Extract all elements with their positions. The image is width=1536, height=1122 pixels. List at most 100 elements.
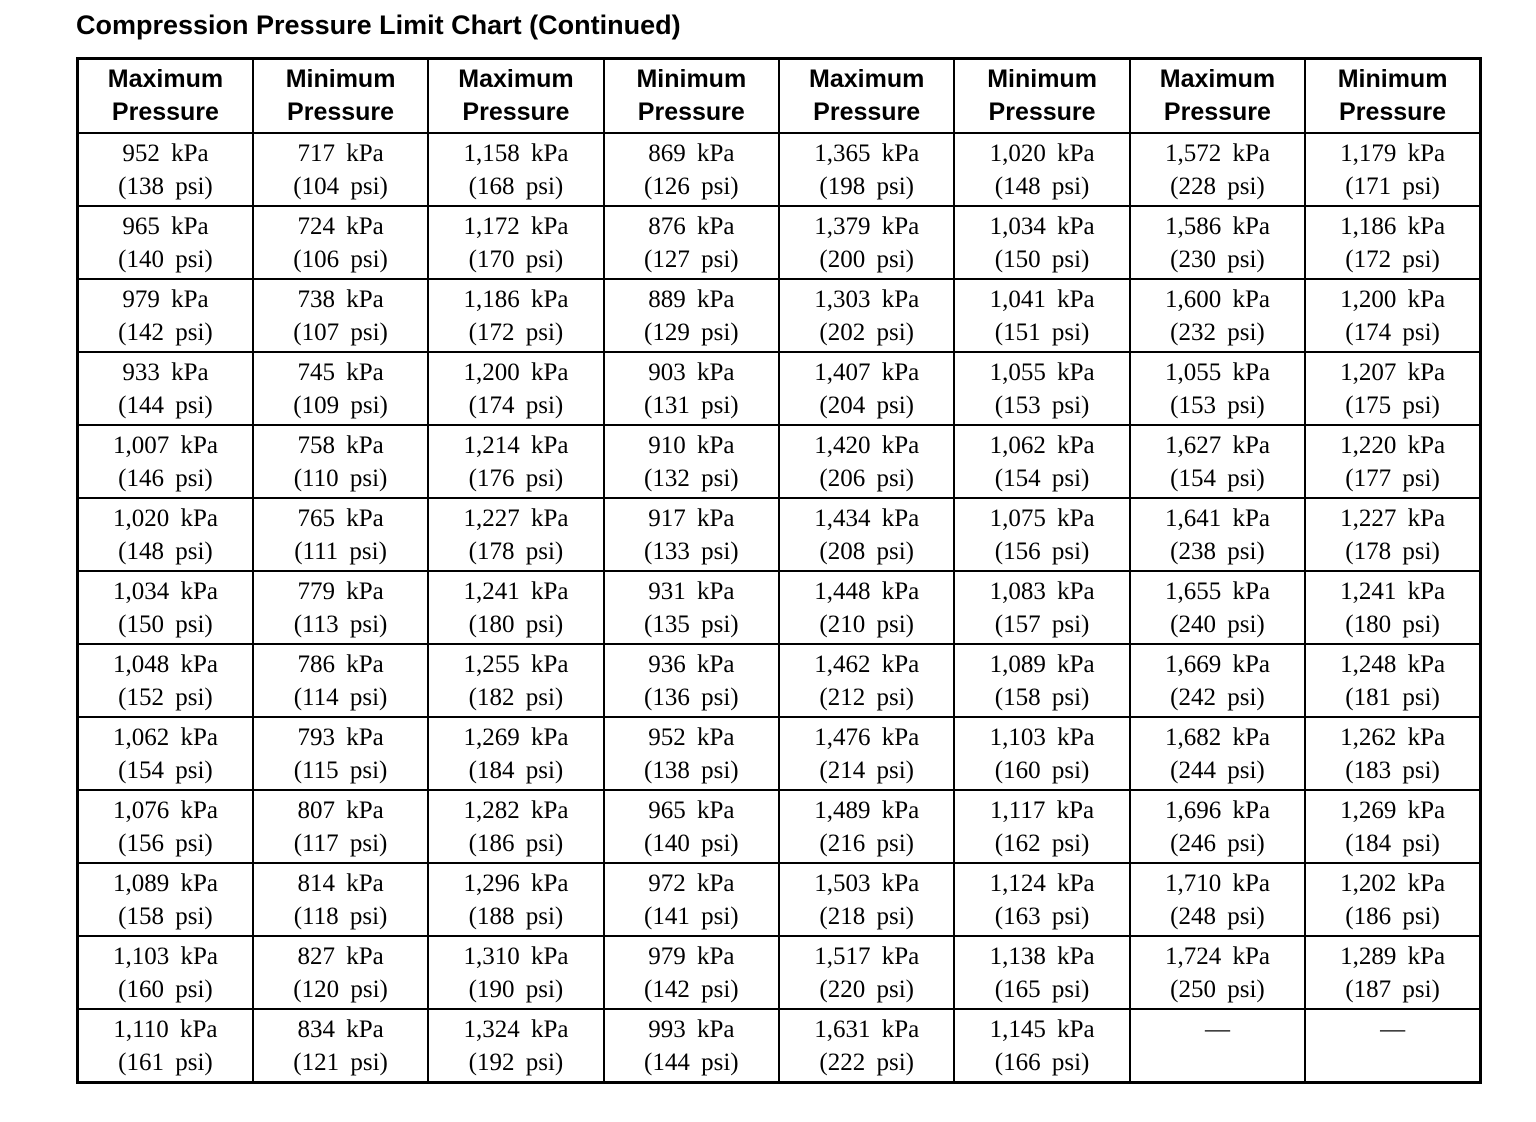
pressure-cell: 1,202 kPa (186 psi) <box>1304 862 1482 937</box>
pressure-cell: 1,227 kPa (178 psi) <box>1304 497 1482 572</box>
psi-value: (160 psi) <box>118 975 213 1003</box>
kpa-value: 917 kPa <box>648 504 735 532</box>
kpa-value: 1,407 kPa <box>814 358 920 386</box>
column-header-line1: Minimum <box>285 65 396 93</box>
pressure-cell: 807 kPa (117 psi) <box>251 789 430 864</box>
column-header: Maximum Pressure <box>76 57 254 134</box>
psi-value: (181 psi) <box>1345 683 1440 711</box>
psi-value: (110 psi) <box>293 464 388 492</box>
column-header-line1: Maximum <box>809 65 925 93</box>
kpa-value: 1,269 kPa <box>1340 796 1446 824</box>
pressure-cell: 1,627 kPa (154 psi) <box>1128 424 1307 499</box>
psi-value: (170 psi) <box>468 245 564 273</box>
kpa-value: 1,048 kPa <box>112 650 218 678</box>
kpa-value: 745 kPa <box>297 358 384 386</box>
psi-value: (184 psi) <box>1345 829 1440 857</box>
kpa-value: 1,062 kPa <box>989 431 1095 459</box>
table-row: 1,020 kPa (148 psi) 765 kPa (111 psi) 1,227 … <box>76 497 1482 572</box>
psi-value: (200 psi) <box>819 245 914 273</box>
table-row: 965 kPa (140 psi) 724 kPa (106 psi) 1,172 kP… <box>76 205 1482 280</box>
pressure-cell: 1,083 kPa (157 psi) <box>953 570 1131 645</box>
kpa-value: 1,310 kPa <box>463 942 569 970</box>
kpa-value: 1,200 kPa <box>1340 285 1446 313</box>
table-row: 952 kPa (138 psi) 717 kPa (104 psi) 1,158 kP… <box>76 132 1482 207</box>
kpa-value: 936 kPa <box>648 650 735 678</box>
psi-value: (114 psi) <box>293 683 388 711</box>
psi-value: (212 psi) <box>819 683 914 711</box>
pressure-cell: 1,572 kPa (228 psi) <box>1128 132 1307 207</box>
psi-value: (250 psi) <box>1170 975 1265 1003</box>
psi-value: (232 psi) <box>1170 318 1265 346</box>
psi-value: (158 psi) <box>118 902 213 930</box>
column-header: Minimum Pressure <box>251 57 430 134</box>
psi-value: (178 psi) <box>1345 537 1440 565</box>
kpa-value: 1,269 kPa <box>463 723 569 751</box>
kpa-value: 1,489 kPa <box>814 796 920 824</box>
pressure-cell: 952 kPa (138 psi) <box>602 716 781 791</box>
pressure-cell: 717 kPa (104 psi) <box>251 132 430 207</box>
column-header-line2: Pressure <box>287 98 395 126</box>
pressure-cell: 1,241 kPa (180 psi) <box>427 570 605 645</box>
table-row: 1,007 kPa (146 psi) 758 kPa (110 psi) 1,214 … <box>76 424 1482 499</box>
kpa-value: 1,227 kPa <box>1340 504 1446 532</box>
kpa-value: — <box>1380 1015 1406 1043</box>
pressure-cell: 1,503 kPa (218 psi) <box>777 862 956 937</box>
psi-value: (240 psi) <box>1170 610 1265 638</box>
pressure-cell: 1,103 kPa (160 psi) <box>76 935 254 1010</box>
kpa-value: 1,186 kPa <box>1340 212 1446 240</box>
pressure-cell: 1,586 kPa (230 psi) <box>1128 205 1307 280</box>
pressure-cell: 1,062 kPa (154 psi) <box>953 424 1131 499</box>
psi-value: (161 psi) <box>118 1048 213 1076</box>
psi-value: (248 psi) <box>1170 902 1265 930</box>
pressure-cell: 745 kPa (109 psi) <box>251 351 430 426</box>
pressure-cell: 1,696 kPa (246 psi) <box>1128 789 1307 864</box>
pressure-cell: 1,365 kPa (198 psi) <box>777 132 956 207</box>
psi-value: (156 psi) <box>118 829 213 857</box>
psi-value: (163 psi) <box>994 902 1090 930</box>
kpa-value: 931 kPa <box>648 577 735 605</box>
pressure-cell: 1,407 kPa (204 psi) <box>777 351 956 426</box>
psi-value: (115 psi) <box>293 756 388 784</box>
kpa-value: 1,262 kPa <box>1340 723 1446 751</box>
column-header-line1: Minimum <box>1337 65 1448 93</box>
pressure-cell: 1,041 kPa (151 psi) <box>953 278 1131 353</box>
kpa-value: 738 kPa <box>297 285 384 313</box>
kpa-value: 1,089 kPa <box>989 650 1095 678</box>
pressure-cell: 1,324 kPa (192 psi) <box>427 1008 605 1084</box>
psi-value: (230 psi) <box>1170 245 1265 273</box>
kpa-value: 1,682 kPa <box>1164 723 1270 751</box>
psi-value: (204 psi) <box>819 391 914 419</box>
pressure-cell: 1,434 kPa (208 psi) <box>777 497 956 572</box>
pressure-cell: 1,145 kPa (166 psi) <box>953 1008 1131 1084</box>
psi-value: (180 psi) <box>468 610 564 638</box>
pressure-cell: 876 kPa (127 psi) <box>602 205 781 280</box>
pressure-cell: 1,227 kPa (178 psi) <box>427 497 605 572</box>
pressure-cell: 1,034 kPa (150 psi) <box>953 205 1131 280</box>
kpa-value: 1,517 kPa <box>814 942 920 970</box>
kpa-value: 1,103 kPa <box>989 723 1095 751</box>
table-header: Maximum Pressure Minimum Pressure Maximum Pre… <box>76 57 1482 134</box>
table-row: 933 kPa (144 psi) 745 kPa (109 psi) 1,200 kP… <box>76 351 1482 426</box>
pressure-cell: 1,655 kPa (240 psi) <box>1128 570 1307 645</box>
psi-value: (184 psi) <box>468 756 564 784</box>
pressure-cell: 979 kPa (142 psi) <box>602 935 781 1010</box>
psi-value: (214 psi) <box>819 756 914 784</box>
pressure-cell: 827 kPa (120 psi) <box>251 935 430 1010</box>
psi-value: (113 psi) <box>293 610 388 638</box>
psi-value: (153 psi) <box>994 391 1090 419</box>
pressure-cell: 758 kPa (110 psi) <box>251 424 430 499</box>
pressure-cell: 1,262 kPa (183 psi) <box>1304 716 1482 791</box>
kpa-value: 1,089 kPa <box>112 869 218 897</box>
kpa-value: 1,289 kPa <box>1340 942 1446 970</box>
kpa-value: 1,324 kPa <box>463 1015 569 1043</box>
kpa-value: 1,007 kPa <box>112 431 218 459</box>
kpa-value: 979 kPa <box>122 285 209 313</box>
psi-value: (186 psi) <box>1345 902 1440 930</box>
kpa-value: 1,434 kPa <box>814 504 920 532</box>
pressure-cell: 834 kPa (121 psi) <box>251 1008 430 1084</box>
pressure-cell: 1,055 kPa (153 psi) <box>1128 351 1307 426</box>
kpa-value: 1,076 kPa <box>112 796 218 824</box>
psi-value: (180 psi) <box>1345 610 1440 638</box>
table-row: 1,110 kPa (161 psi) 834 kPa (121 psi) 1,324 … <box>76 1008 1482 1084</box>
kpa-value: 1,034 kPa <box>989 212 1095 240</box>
